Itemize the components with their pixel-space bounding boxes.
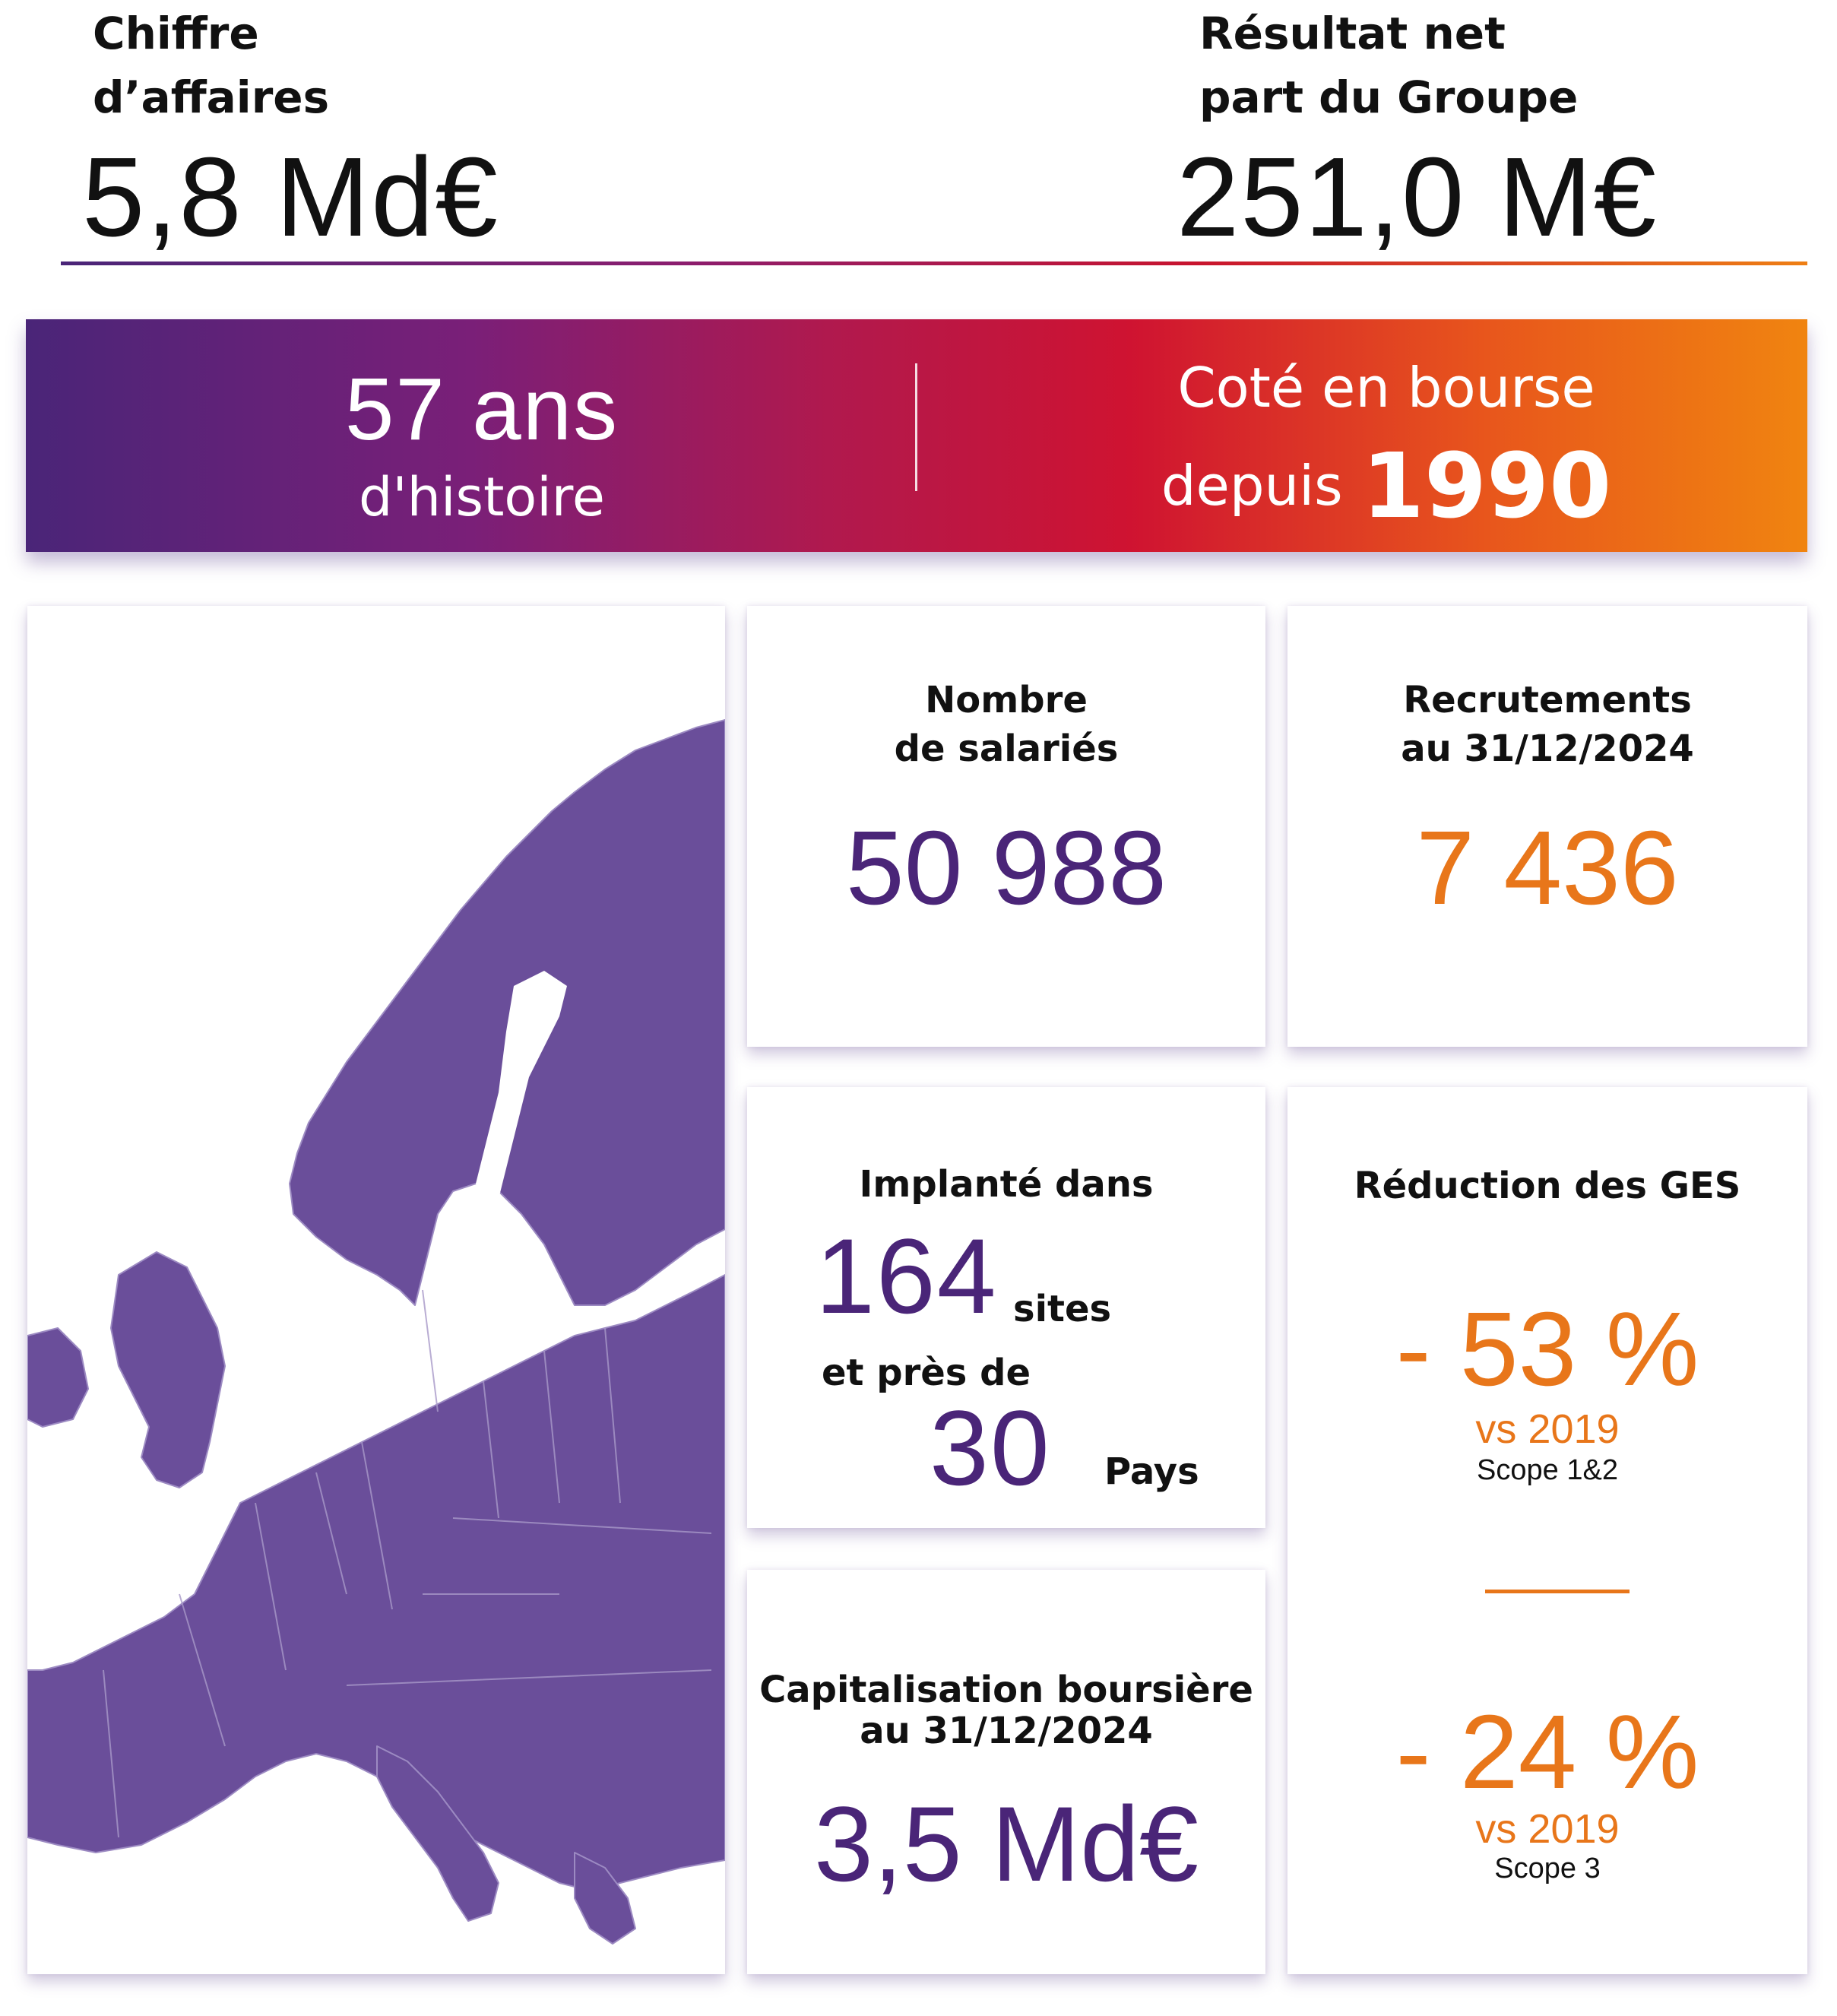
border-lines — [103, 1289, 712, 1838]
revenue-label-line2: d’affaires — [93, 71, 330, 123]
greece-shape — [574, 1852, 636, 1945]
revenue-label: Chiffre d’affaires — [93, 2, 329, 129]
market-cap-value: 3,5 Md€ — [814, 1784, 1199, 1903]
british-isles-shape — [110, 1251, 226, 1488]
gradient-divider — [61, 262, 1807, 265]
presence-title: Implanté dans — [859, 1163, 1154, 1206]
scope12-label: Scope 1&2 — [1477, 1454, 1618, 1486]
banner-separator — [915, 363, 917, 491]
net-income-label: Résultat net part du Groupe — [1199, 2, 1578, 129]
scope3-vs: vs 2019 — [1475, 1806, 1620, 1852]
presence-card: Implanté dans 164 sites et près de 30 Pa… — [747, 1087, 1265, 1528]
italy-shape — [376, 1745, 499, 1922]
scope3-value: - 24 % — [1395, 1694, 1699, 1811]
years-label: d'histoire — [359, 466, 605, 528]
net-income-label-line1: Résultat net — [1199, 8, 1506, 59]
countries-value: 30 — [930, 1388, 1051, 1507]
ghg-divider — [1485, 1590, 1630, 1593]
ghg-title: Réduction des GES — [1354, 1165, 1741, 1207]
history-banner: 57 ans d'histoire Coté en bourse depuis … — [26, 319, 1807, 552]
countries-label: Pays — [1104, 1450, 1199, 1493]
recruitments-card: Recrutements au 31/12/2024 7 436 — [1287, 606, 1807, 1047]
listed-year: 1990 — [1361, 433, 1612, 538]
recruitments-title-line2: au 31/12/2024 — [1401, 727, 1694, 770]
europe-map-card — [27, 606, 725, 1974]
market-cap-title-line1: Capitalisation boursière — [759, 1669, 1253, 1711]
years-value: 57 ans — [344, 360, 619, 458]
employees-card: Nombre de salariés 50 988 — [747, 606, 1265, 1047]
market-cap-title-line2: au 31/12/2024 — [860, 1710, 1153, 1752]
scope12-value: - 53 % — [1395, 1291, 1699, 1408]
ireland-shape — [27, 1327, 89, 1428]
recruitments-value: 7 436 — [1416, 810, 1679, 927]
ghg-card: Réduction des GES - 53 % vs 2019 Scope 1… — [1287, 1087, 1807, 1974]
listed-line1: Coté en bourse — [1177, 356, 1595, 420]
employees-title-line1: Nombre — [925, 679, 1088, 721]
scandinavia-shape — [289, 719, 725, 1306]
sites-value: 164 — [816, 1216, 998, 1336]
recruitments-title-line1: Recrutements — [1403, 679, 1692, 721]
scope3-label: Scope 3 — [1494, 1853, 1601, 1884]
revenue-value: 5,8 Md€ — [82, 135, 499, 260]
employees-title-line2: de salariés — [894, 727, 1119, 770]
revenue-label-line1: Chiffre — [93, 8, 259, 59]
scope12-vs: vs 2019 — [1475, 1406, 1620, 1452]
net-income-label-line2: part du Groupe — [1199, 71, 1579, 123]
employees-value: 50 988 — [845, 810, 1167, 927]
europe-map — [27, 719, 725, 1945]
sites-label: sites — [1013, 1288, 1112, 1330]
listed-line2: depuis 1990 — [930, 433, 1837, 538]
net-income-value: 251,0 M€ — [1177, 135, 1658, 260]
market-cap-card: Capitalisation boursière au 31/12/2024 3… — [747, 1570, 1265, 1974]
baltic-sea — [476, 971, 567, 1214]
listed-prefix: depuis — [1161, 454, 1343, 518]
presence-middle-text: et près de — [822, 1352, 1031, 1394]
